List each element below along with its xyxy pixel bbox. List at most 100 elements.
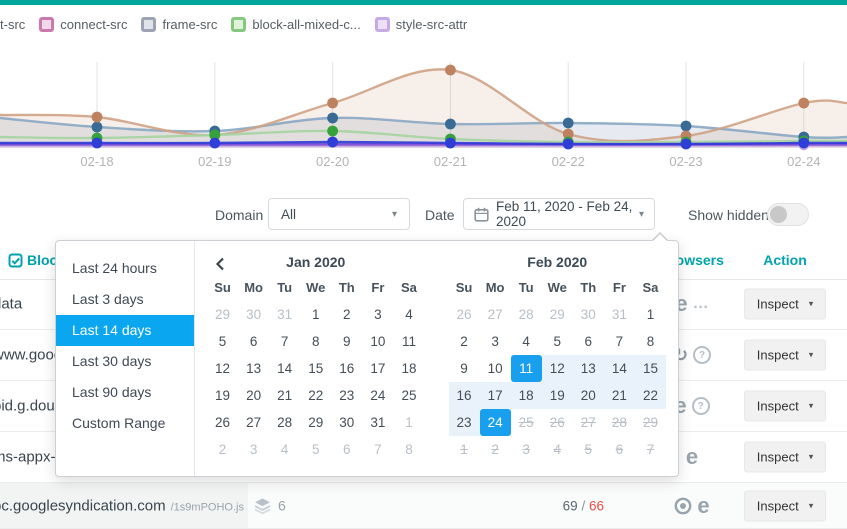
- calendar-day-5[interactable]: 5: [553, 334, 561, 349]
- date-preset-custom-range[interactable]: Custom Range: [72, 415, 166, 431]
- calendar-day-3[interactable]: 3: [491, 334, 499, 349]
- calendar-day-15[interactable]: 15: [634, 355, 666, 382]
- date-preset-last-24-hours[interactable]: Last 24 hours: [72, 260, 157, 276]
- calendar-day-19[interactable]: 19: [541, 382, 573, 409]
- calendar-day-29[interactable]: 29: [549, 307, 565, 322]
- calendar-day-17[interactable]: 17: [370, 361, 386, 376]
- calendar-day-1[interactable]: 1: [646, 307, 655, 322]
- calendar-day-11[interactable]: 11: [510, 355, 542, 382]
- month-title: Feb 2020: [527, 254, 588, 270]
- calendar-day-3[interactable]: 3: [249, 442, 258, 457]
- data-point-series-tan: [91, 111, 103, 123]
- date-preset-last-3-days[interactable]: Last 3 days: [72, 291, 144, 307]
- calendar-day-8[interactable]: 8: [405, 442, 413, 457]
- calendar-day-23[interactable]: 23: [448, 409, 480, 436]
- calendar-day-21[interactable]: 21: [277, 388, 293, 403]
- calendar-day-14[interactable]: 14: [277, 361, 293, 376]
- calendar-day-30[interactable]: 30: [246, 307, 262, 322]
- calendar-day-23[interactable]: 23: [339, 388, 355, 403]
- calendar-day-18[interactable]: 18: [401, 361, 417, 376]
- legend-item[interactable]: style-src-attr: [374, 16, 467, 32]
- calendar-day-3[interactable]: 3: [374, 307, 382, 322]
- calendar-day-4[interactable]: 4: [405, 307, 413, 322]
- calendar-day-16[interactable]: 16: [339, 361, 355, 376]
- calendar-day-7[interactable]: 7: [615, 334, 624, 349]
- calendar-day-20[interactable]: 20: [572, 382, 604, 409]
- calendar-day-14[interactable]: 14: [603, 355, 635, 382]
- calendar-day-9[interactable]: 9: [460, 361, 468, 376]
- calendar-day-7[interactable]: 7: [374, 442, 382, 457]
- legend-item[interactable]: frame-src: [141, 16, 217, 32]
- date-preset-last-90-days[interactable]: Last 90 days: [72, 384, 152, 400]
- calendar-day-6[interactable]: 6: [249, 334, 258, 349]
- calendar-day-15[interactable]: 15: [308, 361, 324, 376]
- calendar-day-22[interactable]: 22: [634, 382, 666, 409]
- date-range-button[interactable]: Feb 11, 2020 - Feb 24, 2020 ▾: [463, 198, 655, 230]
- calendar-day-3: 3: [522, 442, 530, 457]
- calendar-day-5[interactable]: 5: [311, 442, 320, 457]
- calendar-day-8[interactable]: 8: [311, 334, 320, 349]
- calendar-day-29[interactable]: 29: [308, 415, 324, 430]
- calendar-day-24[interactable]: 24: [479, 409, 511, 436]
- calendar-day-13[interactable]: 13: [246, 361, 262, 376]
- calendar-day-5[interactable]: 5: [218, 334, 227, 349]
- calendar-day-2[interactable]: 2: [343, 307, 351, 322]
- calendar-day-30[interactable]: 30: [339, 415, 355, 430]
- calendar-day-30[interactable]: 30: [580, 307, 596, 322]
- calendar-day-7[interactable]: 7: [280, 334, 289, 349]
- legend-item[interactable]: t-src: [0, 17, 25, 32]
- calendar-day-26[interactable]: 26: [456, 307, 472, 322]
- calendar-day-16[interactable]: 16: [448, 382, 480, 409]
- calendar-day-9[interactable]: 9: [343, 334, 351, 349]
- domain-select[interactable]: All ▾: [268, 198, 410, 230]
- calendar-day-6[interactable]: 6: [584, 334, 593, 349]
- inspect-button[interactable]: Inspect ▾: [744, 441, 826, 473]
- edge-browser-icon: e: [697, 492, 710, 518]
- calendar-day-31[interactable]: 31: [277, 307, 293, 322]
- calendar-day-4[interactable]: 4: [280, 442, 289, 457]
- inspect-button[interactable]: Inspect ▾: [744, 339, 826, 371]
- calendar-day-21[interactable]: 21: [603, 382, 635, 409]
- calendar-day-25[interactable]: 25: [401, 388, 417, 403]
- inspect-button[interactable]: Inspect ▾: [744, 390, 826, 422]
- calendar-day-31[interactable]: 31: [370, 415, 386, 430]
- browsers-cell: e: [648, 446, 736, 468]
- calendar-day-19[interactable]: 19: [215, 388, 231, 403]
- calendar-day-18[interactable]: 18: [510, 382, 542, 409]
- inspect-button[interactable]: Inspect ▾: [744, 490, 826, 521]
- calendar-day-24[interactable]: 24: [370, 388, 386, 403]
- x-axis-tick-label: 02-21: [434, 154, 467, 169]
- prev-month-icon[interactable]: [215, 255, 225, 277]
- calendar-day-29[interactable]: 29: [215, 307, 231, 322]
- legend-item[interactable]: connect-src: [39, 16, 127, 32]
- data-point-series-indigo: [798, 137, 810, 149]
- calendar-day-4[interactable]: 4: [522, 334, 530, 349]
- date-preset-last-30-days[interactable]: Last 30 days: [72, 353, 152, 369]
- calendar-day-31[interactable]: 31: [611, 307, 627, 322]
- inspect-button[interactable]: Inspect ▾: [744, 288, 826, 320]
- calendar-day-17[interactable]: 17: [479, 382, 511, 409]
- calendar-day-2[interactable]: 2: [218, 442, 227, 457]
- calendar-day-27[interactable]: 27: [487, 307, 503, 322]
- show-hidden-toggle[interactable]: [767, 203, 809, 226]
- date-preset-last-14-days[interactable]: Last 14 days: [56, 315, 194, 346]
- calendar-day-26[interactable]: 26: [215, 415, 231, 430]
- calendar-day-13[interactable]: 13: [572, 355, 604, 382]
- calendar-day-20[interactable]: 20: [246, 388, 262, 403]
- calendar-day-10[interactable]: 10: [487, 361, 503, 376]
- calendar-day-1[interactable]: 1: [311, 307, 320, 322]
- calendar-day-11[interactable]: 11: [401, 334, 416, 349]
- calendar-day-28[interactable]: 28: [518, 307, 534, 322]
- calendar-day-12[interactable]: 12: [215, 361, 231, 376]
- legend-item[interactable]: block-all-mixed-c...: [231, 16, 361, 32]
- calendar-day-10[interactable]: 10: [370, 334, 386, 349]
- calendar-day-28[interactable]: 28: [277, 415, 293, 430]
- calendar-day-6[interactable]: 6: [343, 442, 351, 457]
- calendar-day-8[interactable]: 8: [646, 334, 655, 349]
- calendar-day-1[interactable]: 1: [405, 415, 413, 430]
- calendar-day-12[interactable]: 12: [541, 355, 573, 382]
- calendar-day-22[interactable]: 22: [308, 388, 324, 403]
- calendar-day-27[interactable]: 27: [246, 415, 262, 430]
- calendar-day-2[interactable]: 2: [460, 334, 468, 349]
- chevron-down-icon: ▾: [808, 349, 814, 360]
